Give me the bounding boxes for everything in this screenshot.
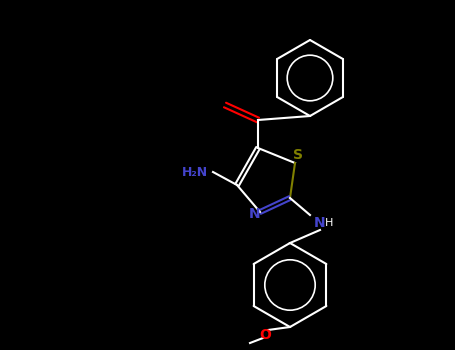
Text: S: S <box>293 148 303 162</box>
Text: H: H <box>325 218 333 228</box>
Text: N: N <box>249 207 261 221</box>
Text: O: O <box>259 328 271 342</box>
Text: H₂N: H₂N <box>182 166 208 178</box>
Text: N: N <box>314 216 326 230</box>
